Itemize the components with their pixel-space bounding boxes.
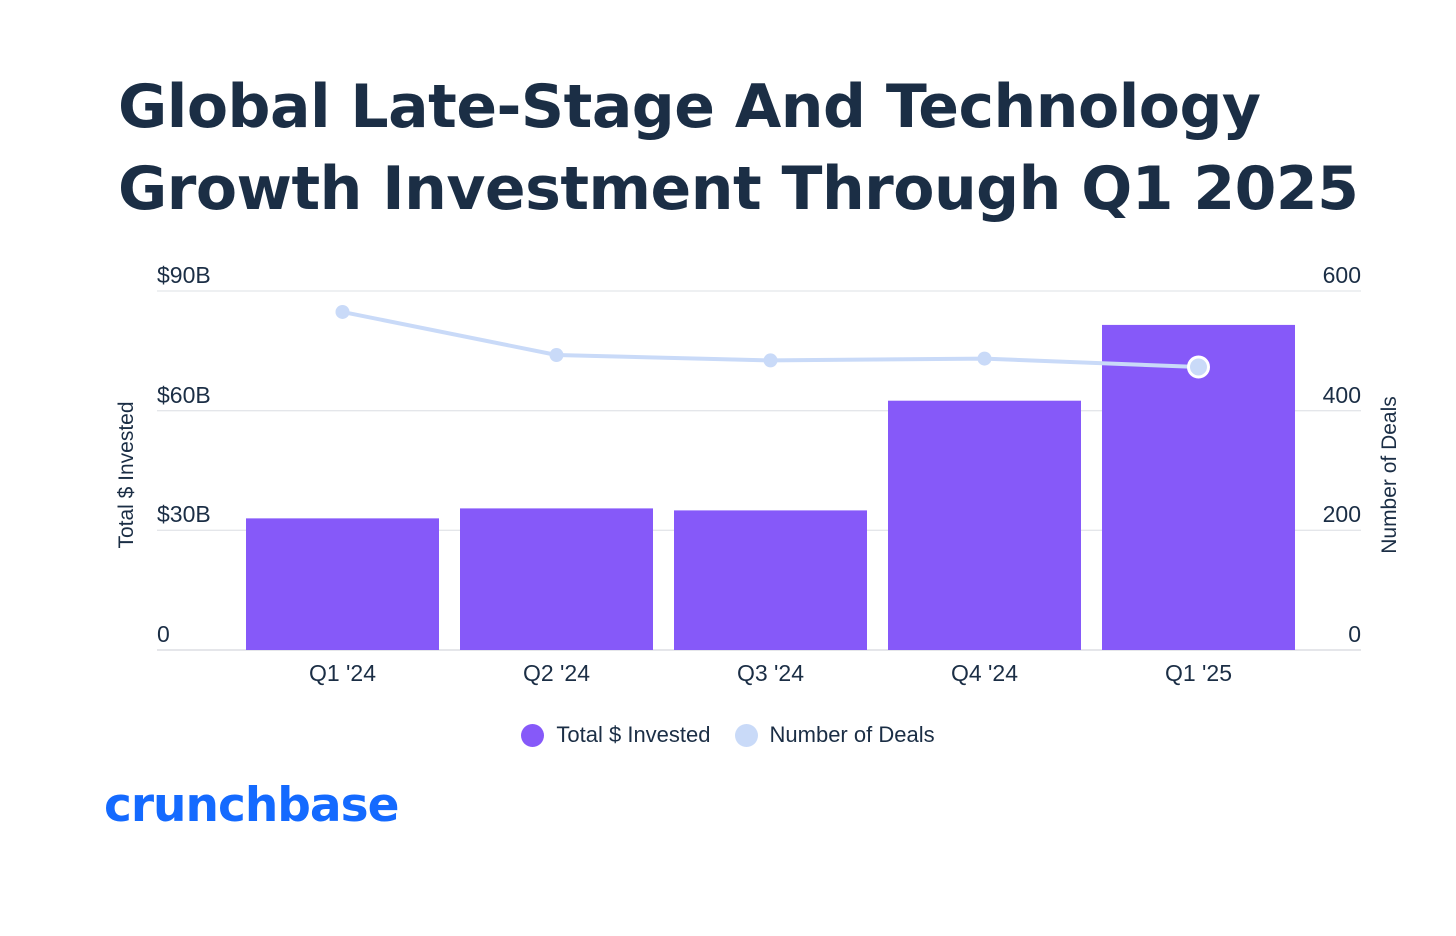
y-right-tick-0: 0 (1348, 621, 1361, 647)
deals-point-0[interactable] (335, 304, 350, 319)
legend: Total $ Invested Number of Deals (0, 722, 1456, 748)
chart-title: Global Late-Stage And Technology Growth … (118, 66, 1368, 230)
chart-title-line-1: Global Late-Stage And Technology (118, 72, 1261, 142)
bar-1[interactable] (460, 508, 653, 650)
bar-2[interactable] (674, 510, 867, 650)
deals-point-1[interactable] (549, 348, 564, 363)
axis-ticks: 0 $30B $60B $90B 0 200 400 600 Total $ I… (115, 262, 1401, 647)
legend-label-invested: Total $ Invested (556, 722, 711, 747)
deals-point-3[interactable] (977, 351, 992, 366)
x-axis-ticks: Q1 '24 Q2 '24 Q3 '24 Q4 '24 Q1 '25 (309, 660, 1232, 686)
bar-0[interactable] (246, 518, 439, 650)
y-right-tick-400: 400 (1323, 382, 1361, 408)
bar-4[interactable] (1102, 324, 1295, 650)
y-right-axis-title: Number of Deals (1378, 396, 1401, 554)
y-right-tick-600: 600 (1323, 262, 1361, 288)
deals-point-2[interactable] (763, 353, 778, 368)
chart-title-line-2: Growth Investment Through Q1 2025 (118, 154, 1359, 224)
legend-item-invested[interactable]: Total $ Invested (521, 722, 711, 748)
legend-item-deals[interactable]: Number of Deals (734, 722, 935, 748)
legend-label-deals: Number of Deals (769, 722, 935, 747)
x-tick-0: Q1 '24 (309, 660, 376, 686)
x-tick-4: Q1 '25 (1165, 660, 1232, 686)
y-left-tick-0: 0 (157, 621, 170, 647)
y-left-axis-title: Total $ Invested (115, 401, 138, 548)
bar-3[interactable] (888, 400, 1081, 650)
line-series (335, 304, 1210, 379)
y-left-tick-30: $30B (157, 501, 211, 527)
legend-swatch-deals (734, 723, 758, 747)
x-tick-2: Q3 '24 (737, 660, 804, 686)
crunchbase-logo: crunchbase (104, 778, 399, 833)
x-tick-3: Q4 '24 (951, 660, 1018, 686)
bar-series (246, 324, 1295, 650)
y-left-tick-90: $90B (157, 262, 211, 288)
x-tick-1: Q2 '24 (523, 660, 590, 686)
y-right-tick-200: 200 (1323, 501, 1361, 527)
legend-swatch-invested (521, 723, 545, 747)
deals-point-4[interactable] (1187, 355, 1210, 379)
y-left-tick-60: $60B (157, 382, 211, 408)
